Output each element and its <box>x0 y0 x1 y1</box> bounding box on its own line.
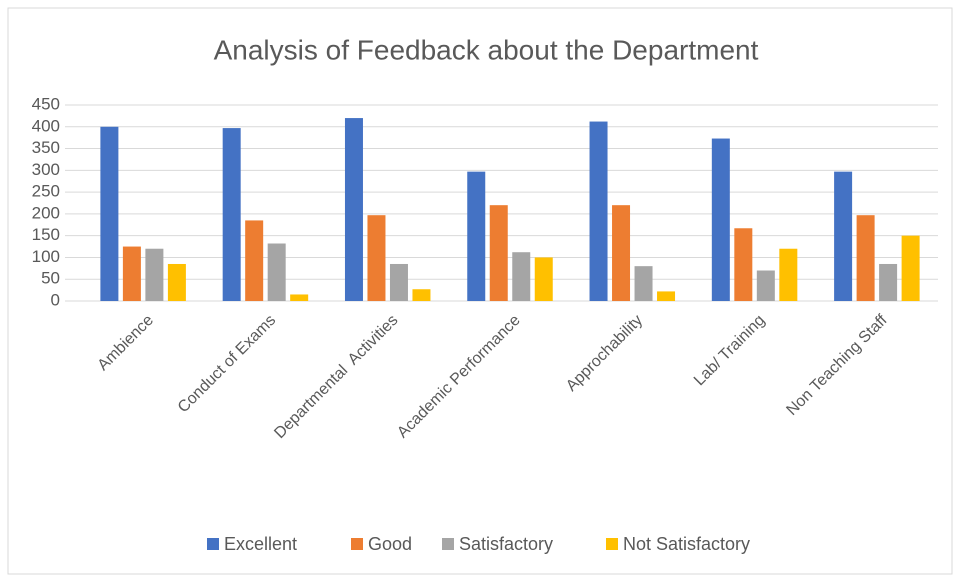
bar <box>467 171 486 301</box>
bar <box>779 248 798 301</box>
bar <box>711 138 730 301</box>
bar <box>634 266 653 301</box>
legend-swatch <box>207 538 219 550</box>
bar <box>879 263 898 301</box>
bar <box>901 235 920 301</box>
bar <box>344 118 363 301</box>
y-tick-label: 50 <box>41 269 60 288</box>
y-tick-label: 350 <box>32 138 60 157</box>
chart-title: Analysis of Feedback about the Departmen… <box>214 34 759 65</box>
bar <box>756 270 775 301</box>
bar <box>367 215 386 301</box>
bar <box>167 263 186 301</box>
bar <box>512 252 531 301</box>
bar <box>589 121 608 301</box>
y-tick-label: 150 <box>32 225 60 244</box>
bar <box>100 126 119 302</box>
legend-swatch <box>351 538 363 550</box>
legend-swatch <box>442 538 454 550</box>
bar <box>734 228 753 301</box>
bar <box>834 171 853 301</box>
y-tick-label: 200 <box>32 203 60 222</box>
y-tick-label: 250 <box>32 182 60 201</box>
bar <box>534 257 553 301</box>
bar <box>145 248 164 301</box>
legend-label: Good <box>368 534 412 554</box>
y-tick-label: 100 <box>32 247 60 266</box>
bar <box>267 243 286 301</box>
bar <box>657 291 676 301</box>
bar <box>856 215 875 301</box>
y-tick-label: 400 <box>32 116 60 135</box>
legend-label: Excellent <box>224 534 297 554</box>
legend-swatch <box>606 538 618 550</box>
bar <box>222 128 241 301</box>
legend-label: Not Satisfactory <box>623 534 750 554</box>
bar <box>412 289 431 301</box>
y-tick-label: 450 <box>32 94 60 113</box>
bar <box>612 205 631 301</box>
bar <box>389 263 408 301</box>
y-tick-label: 300 <box>32 160 60 179</box>
bar <box>122 246 141 301</box>
legend-label: Satisfactory <box>459 534 553 554</box>
bar <box>489 205 508 301</box>
bar <box>290 294 309 301</box>
y-tick-label: 0 <box>51 290 60 309</box>
bar <box>245 220 264 301</box>
